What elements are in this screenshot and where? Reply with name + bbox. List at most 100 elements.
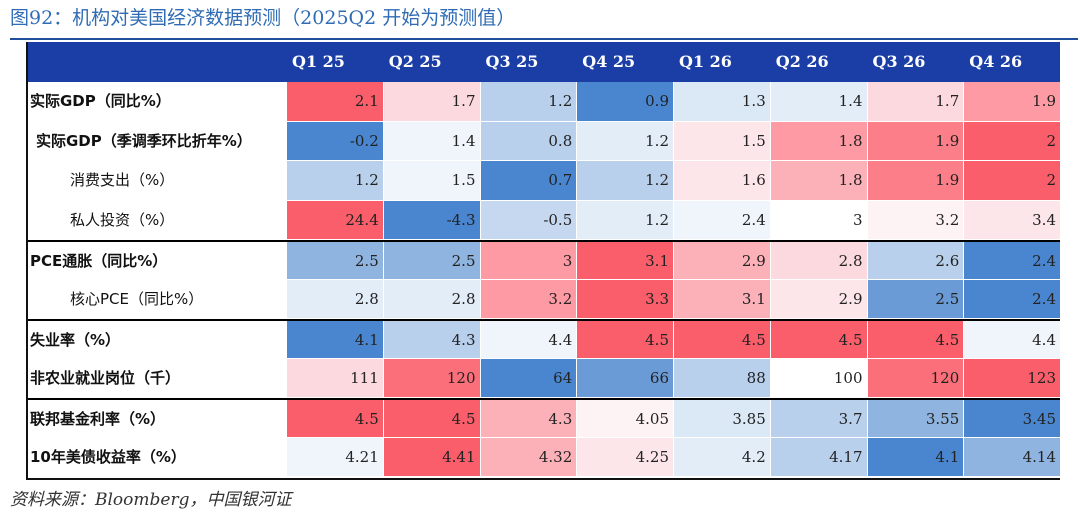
- table-cell: 1.8: [769, 121, 867, 160]
- table-bottom-border: [26, 478, 1060, 480]
- table-cell: 1.2: [479, 82, 577, 121]
- table-header: Q1 25 Q2 25 Q3 25 Q4 25 Q1 26 Q2 26 Q3 2…: [26, 42, 1060, 82]
- table-cell: -0.2: [286, 121, 383, 160]
- table-cell: 2.8: [286, 279, 383, 318]
- table-cell: 0.7: [479, 161, 577, 200]
- table-cell: 3.2: [479, 279, 577, 318]
- table-cell: 2.4: [673, 200, 770, 239]
- table-cell: 120: [382, 358, 480, 397]
- row-label: 实际GDP（同比%）: [30, 92, 171, 110]
- table-cell: 3.4: [963, 200, 1060, 239]
- table-cell: 4.3: [479, 400, 577, 437]
- table-cell: 2.6: [866, 242, 964, 279]
- table-cell: 4.5: [769, 321, 867, 358]
- row-label: PCE通胀（同比%）: [30, 252, 168, 270]
- table-cell: 3.55: [866, 400, 964, 437]
- table-row-fed-funds-rate: 联邦基金利率（%） 4.5 4.5 4.3 4.05 3.85 3.7 3.55…: [26, 398, 1060, 438]
- column-header-q3-25: Q3 25: [485, 52, 539, 71]
- table-cell: 4.25: [576, 437, 673, 476]
- table-cell: 3.1: [673, 279, 770, 318]
- table-row-consumption: 消费支出（%） 1.2 1.5 0.7 1.2 1.6 1.8 1.9 2: [26, 161, 1060, 201]
- column-header-q2-25: Q2 25: [388, 52, 442, 71]
- table-cell: 2.8: [382, 279, 480, 318]
- table-cell: 1.6: [673, 161, 770, 200]
- source-note: 资料来源：Bloomberg，中国银河证: [10, 490, 292, 510]
- table-cell: 64: [479, 358, 577, 397]
- table-cell: 3.2: [866, 200, 964, 239]
- table-row-real-gdp-yoy: 实际GDP（同比%） 2.1 1.7 1.2 0.9 1.3 1.4 1.7 1…: [26, 82, 1060, 122]
- table-cell: 2.4: [963, 242, 1060, 279]
- forecast-table: Q1 25 Q2 25 Q3 25 Q4 25 Q1 26 Q2 26 Q3 2…: [26, 42, 1060, 477]
- table-cell: 4.4: [963, 321, 1060, 358]
- table-cell: 4.32: [479, 437, 577, 476]
- table-row-10y-treasury-yield: 10年美债收益率（%） 4.21 4.41 4.32 4.25 4.2 4.17…: [26, 437, 1060, 477]
- table-cell: 66: [576, 358, 673, 397]
- title-rule: [10, 38, 1078, 40]
- row-label: 私人投资（%）: [70, 210, 175, 229]
- column-header-q4-25: Q4 25: [582, 52, 636, 71]
- table-cell: 1.9: [866, 121, 964, 160]
- table-cell: 4.3: [382, 321, 480, 358]
- table-cell: 2.4: [963, 279, 1060, 318]
- table-cell: 4.14: [963, 437, 1060, 476]
- table-cell: 0.8: [479, 121, 577, 160]
- table-cell: 2.8: [769, 242, 867, 279]
- table-cell: 2.5: [286, 242, 383, 279]
- table-cell: 4.5: [286, 400, 383, 437]
- table-cell: 111: [286, 358, 383, 397]
- table-cell: 1.4: [769, 82, 867, 121]
- table-row-real-gdp-qoq: 实际GDP（季调季环比折年%） -0.2 1.4 0.8 1.2 1.5 1.8…: [26, 121, 1060, 161]
- table-cell: 2: [963, 161, 1060, 200]
- table-cell: 123: [963, 358, 1060, 397]
- table-row-core-pce: 核心PCE（同比%） 2.8 2.8 3.2 3.3 3.1 2.9 2.5 2…: [26, 279, 1060, 319]
- table-cell: 4.17: [769, 437, 867, 476]
- table-cell: 4.5: [866, 321, 964, 358]
- table-cell: 1.3: [673, 82, 770, 121]
- table-cell: -4.3: [382, 200, 480, 239]
- table-cell: 4.1: [286, 321, 383, 358]
- table-cell: 4.5: [673, 321, 770, 358]
- table-cell: 1.9: [866, 161, 964, 200]
- table-cell: 4.2: [673, 437, 770, 476]
- table-cell: 100: [769, 358, 867, 397]
- table-row-pce-inflation: PCE通胀（同比%） 2.5 2.5 3 3.1 2.9 2.8 2.6 2.4: [26, 240, 1060, 280]
- table-cell: 1.8: [769, 161, 867, 200]
- table-cell: 2.5: [866, 279, 964, 318]
- table-cell: 88: [673, 358, 770, 397]
- table-cell: 1.9: [963, 82, 1060, 121]
- row-label: 联邦基金利率（%）: [30, 410, 166, 428]
- table-row-unemployment: 失业率（%） 4.1 4.3 4.4 4.5 4.5 4.5 4.5 4.4: [26, 319, 1060, 359]
- row-label: 消费支出（%）: [70, 171, 175, 189]
- column-header-q4-26: Q4 26: [969, 52, 1023, 71]
- table-cell: 4.21: [286, 437, 383, 476]
- table-cell: 1.2: [576, 161, 673, 200]
- table-cell: 24.4: [286, 200, 383, 239]
- table-cell: 4.41: [382, 437, 480, 476]
- table-cell: 4.5: [382, 400, 480, 437]
- row-label: 核心PCE（同比%）: [70, 289, 204, 308]
- table-cell: 2.1: [286, 82, 383, 121]
- column-header-q1-25: Q1 25: [292, 52, 345, 71]
- table-cell: 2.9: [769, 279, 867, 318]
- figure-title: 图92：机构对美国经济数据预测（2025Q2 开始为预测值）: [10, 7, 516, 29]
- table-cell: 3.45: [963, 400, 1060, 437]
- table-cell: 4.05: [576, 400, 673, 437]
- table-cell: 4.5: [576, 321, 673, 358]
- row-label: 实际GDP（季调季环比折年%）: [36, 131, 252, 150]
- table-cell: 1.2: [576, 200, 673, 239]
- table-cell: -0.5: [479, 200, 577, 239]
- column-header-q1-26: Q1 26: [679, 52, 732, 71]
- table-cell: 3.7: [769, 400, 867, 437]
- row-label: 失业率（%）: [30, 331, 121, 349]
- table-cell: 3.1: [576, 242, 673, 279]
- table-cell: 4.1: [866, 437, 964, 476]
- table-cell: 1.5: [673, 121, 770, 160]
- column-header-q2-26: Q2 26: [775, 52, 829, 71]
- table-cell: 1.2: [576, 121, 673, 160]
- table-cell: 2: [963, 121, 1060, 160]
- table-cell: 3: [479, 242, 577, 279]
- table-cell: 120: [866, 358, 964, 397]
- row-label: 非农业就业岗位（千）: [30, 368, 181, 387]
- table-cell: 3.3: [576, 279, 673, 318]
- table-cell: 1.2: [286, 161, 383, 200]
